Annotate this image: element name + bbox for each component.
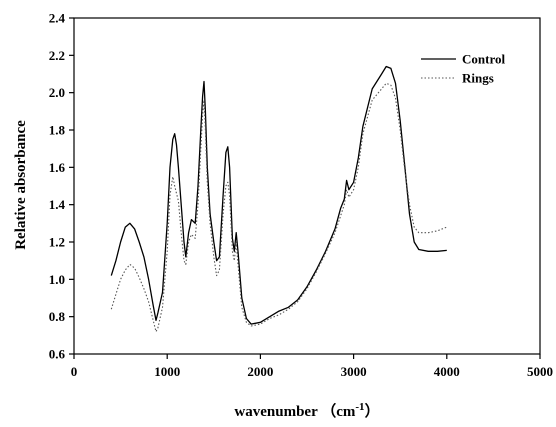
x-axis-title-close: ） <box>365 402 380 420</box>
legend: Control Rings <box>421 52 505 86</box>
y-tick-label: 1.2 <box>49 235 65 250</box>
x-tick-label: 3000 <box>341 364 367 379</box>
x-axis-title-main: wavenumber （cm <box>234 402 355 420</box>
x-tick-label: 4000 <box>434 364 460 379</box>
x-axis-title-exponent: -1 <box>355 401 364 413</box>
y-tick-label: 1.0 <box>49 272 65 287</box>
y-tick-label: 2.4 <box>49 11 66 26</box>
y-tick-label: 1.4 <box>49 197 66 212</box>
plot-frame <box>73 17 541 355</box>
y-tick-label: 2.2 <box>49 48 65 63</box>
y-axis-title: Relative absorbance <box>13 120 29 250</box>
legend-label-rings: Rings <box>462 71 494 86</box>
y-tick-label: 0.6 <box>49 347 66 362</box>
x-tick-label: 5000 <box>527 364 553 379</box>
series-layer <box>110 65 448 333</box>
x-tick-label: 1000 <box>154 364 180 379</box>
x-axis-title: wavenumber （cm-1） <box>234 401 379 420</box>
x-tick-label: 0 <box>71 364 78 379</box>
y-tick-label: 2.0 <box>49 85 65 100</box>
y-tick-label: 1.6 <box>49 160 66 175</box>
series-line-control <box>110 65 447 325</box>
legend-label-control: Control <box>462 52 505 67</box>
x-tick-label: 2000 <box>247 364 273 379</box>
axes-layer: 0 1000 2000 3000 4000 5000 0.6 0.8 1.0 1.2 1.4 1.6 1… <box>49 11 553 380</box>
series-line-rings <box>110 82 448 333</box>
y-tick-label: 0.8 <box>49 309 66 324</box>
y-tick-label: 1.8 <box>49 123 66 138</box>
